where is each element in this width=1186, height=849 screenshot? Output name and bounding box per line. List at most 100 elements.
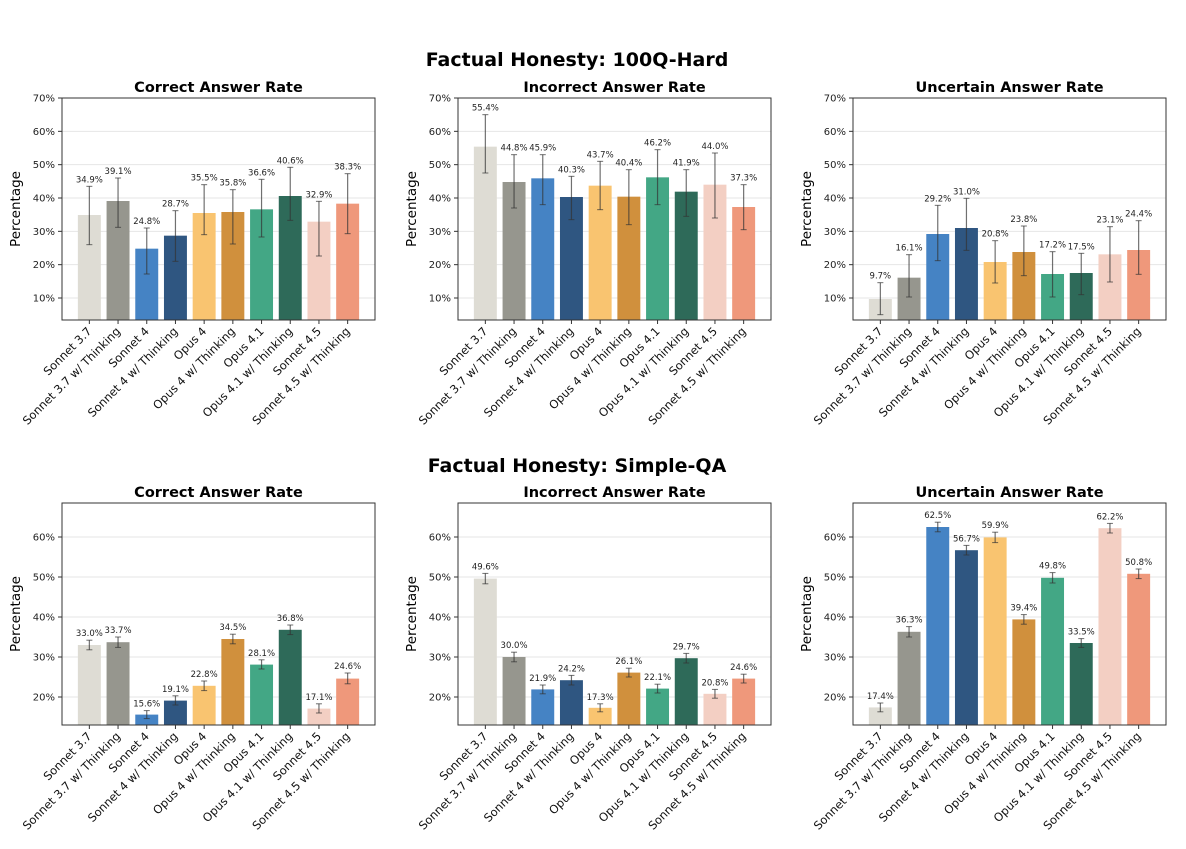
y-tick-label: 40% (824, 613, 846, 624)
data-label: 59.9% (982, 521, 1009, 531)
y-tick-label: 30% (33, 227, 55, 238)
subplot-title: Correct Answer Rate (134, 80, 303, 96)
bar-7 (1041, 577, 1065, 725)
subplot-1: Correct Answer Rate 10% 20% 30% 40% 50% 60% 70%… (8, 80, 376, 428)
y-axis-label: Percentage (8, 171, 24, 247)
bar-5 (192, 685, 216, 725)
subplot-3: Uncertain Answer Rate 10% 20% 30% 40% 50% 60% 7… (799, 80, 1167, 428)
subplot-title: Correct Answer Rate (134, 485, 303, 501)
bar-3 (926, 234, 950, 320)
bar-1 (473, 146, 497, 320)
bar-9 (307, 221, 331, 320)
bar-3 (926, 527, 950, 725)
bar-7 (646, 177, 670, 320)
y-axis-label: Percentage (404, 171, 420, 247)
y-tick-label: 50% (824, 573, 846, 584)
y-tick-label: 50% (429, 573, 451, 584)
subplot-title: Uncertain Answer Rate (915, 80, 1103, 96)
data-label: 56.7% (953, 534, 980, 544)
y-tick-label: 60% (429, 533, 451, 544)
section-title-100q-hard: Factual Honesty: 100Q-Hard (426, 49, 729, 71)
y-axis-label: Percentage (799, 576, 815, 652)
data-label: 15.6% (133, 700, 160, 710)
subplot-title: Incorrect Answer Rate (523, 80, 705, 96)
bar-4 (559, 197, 583, 320)
bar-6 (1012, 252, 1036, 320)
data-label: 33.5% (1068, 628, 1095, 638)
data-label: 35.8% (219, 179, 246, 189)
data-label: 40.3% (558, 165, 585, 175)
y-tick-label: 10% (824, 294, 846, 305)
bar-4 (559, 680, 583, 725)
bar-4 (954, 550, 978, 725)
data-label: 17.1% (305, 693, 332, 703)
data-label: 45.9% (529, 144, 556, 154)
bar-10 (1127, 250, 1151, 320)
data-label: 44.0% (701, 142, 728, 152)
data-label: 50.8% (1125, 558, 1152, 568)
bar-6 (221, 212, 245, 320)
bar-1 (77, 215, 101, 320)
data-label: 43.7% (587, 150, 614, 160)
data-label: 62.2% (1096, 512, 1123, 522)
bar-10 (336, 678, 360, 725)
subplot-6: Uncertain Answer Rate 20% 30% 40% 50% 60% Perc… (799, 485, 1167, 833)
bar-2 (106, 642, 130, 725)
data-label: 39.1% (105, 167, 132, 177)
data-label: 41.9% (673, 159, 700, 169)
data-label: 24.4% (1125, 210, 1152, 220)
y-tick-label: 20% (824, 693, 846, 704)
bar-5 (588, 707, 612, 725)
y-axis-label: Percentage (404, 576, 420, 652)
data-label: 34.5% (219, 623, 246, 633)
data-label: 23.8% (1010, 215, 1037, 225)
bar-8 (1069, 643, 1093, 725)
bar-8 (278, 196, 302, 320)
data-label: 32.9% (305, 190, 332, 200)
subplot-title: Uncertain Answer Rate (915, 485, 1103, 501)
data-label: 17.4% (867, 692, 894, 702)
bar-5 (192, 213, 216, 320)
y-tick-label: 50% (33, 160, 55, 171)
bar-8 (674, 658, 698, 725)
bar-2 (502, 657, 526, 725)
bar-5 (588, 185, 612, 320)
data-label: 17.3% (587, 693, 614, 703)
y-tick-label: 40% (429, 613, 451, 624)
y-tick-label: 10% (33, 294, 55, 305)
data-label: 29.2% (924, 194, 951, 204)
bar-6 (617, 672, 641, 725)
bar-2 (106, 201, 130, 320)
data-label: 39.4% (1010, 604, 1037, 614)
data-label: 49.8% (1039, 562, 1066, 572)
y-tick-label: 60% (33, 127, 55, 138)
data-label: 33.7% (105, 626, 132, 636)
bar-2 (502, 182, 526, 320)
bar-3 (531, 178, 555, 320)
y-tick-label: 60% (824, 127, 846, 138)
data-label: 20.8% (701, 678, 728, 688)
plot-frame (852, 97, 1167, 321)
data-label: 40.4% (615, 159, 642, 169)
y-tick-label: 30% (429, 227, 451, 238)
y-tick-label: 60% (33, 533, 55, 544)
bar-4 (163, 700, 187, 725)
plot-frame (457, 97, 772, 321)
y-tick-label: 70% (33, 94, 55, 105)
y-tick-label: 10% (429, 294, 451, 305)
bar-5 (983, 537, 1007, 725)
bar-2 (897, 277, 921, 320)
plot-frame (61, 97, 376, 321)
bar-10 (1127, 573, 1151, 725)
bar-9 (1098, 528, 1122, 725)
y-tick-label: 30% (33, 653, 55, 664)
y-tick-label: 40% (33, 194, 55, 205)
y-axis-label: Percentage (799, 171, 815, 247)
bar-6 (221, 639, 245, 725)
bar-9 (307, 708, 331, 725)
data-label: 46.2% (644, 139, 671, 149)
bar-10 (336, 203, 360, 320)
bar-3 (531, 689, 555, 725)
data-label: 17.2% (1039, 241, 1066, 251)
y-tick-label: 20% (429, 260, 451, 271)
